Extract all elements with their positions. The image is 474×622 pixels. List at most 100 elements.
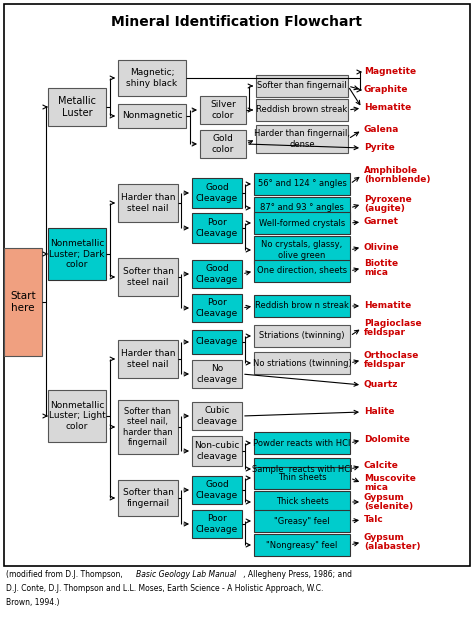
Bar: [192, 402, 242, 430]
Text: Amphibole
(hornblende): Amphibole (hornblende): [364, 165, 430, 184]
Text: Sample  reacts with HCl: Sample reacts with HCl: [252, 465, 352, 473]
Bar: [254, 197, 350, 219]
Text: Thin sheets: Thin sheets: [278, 473, 326, 483]
Text: Nonmetallic
Luster; Light
color: Nonmetallic Luster; Light color: [49, 401, 105, 431]
Text: Pyrite: Pyrite: [364, 144, 395, 152]
Bar: [192, 294, 242, 322]
Bar: [254, 260, 350, 282]
Text: Talc: Talc: [364, 516, 384, 524]
Text: Reddish brow n streak: Reddish brow n streak: [255, 302, 349, 310]
Text: Harder than
steel nail: Harder than steel nail: [121, 193, 175, 213]
Text: Well-formed crystals: Well-formed crystals: [259, 218, 345, 228]
Text: Non-cubic
cleavage: Non-cubic cleavage: [194, 441, 240, 461]
Bar: [192, 260, 242, 288]
Bar: [118, 258, 178, 296]
Text: Magnetic;
shiny black: Magnetic; shiny black: [127, 68, 178, 88]
Bar: [118, 184, 178, 222]
Text: Pyroxene
(augite): Pyroxene (augite): [364, 195, 412, 213]
Text: Nonmetallic
Luster; Dark
color: Nonmetallic Luster; Dark color: [49, 239, 105, 269]
Text: Good
Cleavage: Good Cleavage: [196, 480, 238, 499]
Bar: [192, 476, 242, 504]
Text: Softer than fingernail: Softer than fingernail: [257, 81, 347, 90]
Text: 87° and 93 ° angles: 87° and 93 ° angles: [260, 203, 344, 213]
Text: Good
Cleavage: Good Cleavage: [196, 264, 238, 284]
Text: Silver
color: Silver color: [210, 100, 236, 119]
Text: Poor
Cleavage: Poor Cleavage: [196, 514, 238, 534]
Bar: [192, 510, 242, 538]
Text: Good
Cleavage: Good Cleavage: [196, 183, 238, 203]
Text: Quartz: Quartz: [364, 381, 398, 389]
Bar: [254, 458, 350, 480]
Bar: [192, 213, 242, 243]
Bar: [254, 173, 350, 195]
Text: Biotite
mica: Biotite mica: [364, 259, 398, 277]
Bar: [118, 60, 186, 96]
Text: Graphite: Graphite: [364, 85, 409, 95]
Text: Calcite: Calcite: [364, 462, 399, 470]
Bar: [118, 400, 178, 454]
Text: Plagioclase
feldspar: Plagioclase feldspar: [364, 318, 422, 337]
Bar: [118, 104, 186, 128]
Bar: [254, 491, 350, 513]
Text: Mineral Identification Flowchart: Mineral Identification Flowchart: [111, 15, 363, 29]
Text: Striations (twinning): Striations (twinning): [259, 332, 345, 340]
Bar: [118, 340, 178, 378]
Text: Softer than
fingernail: Softer than fingernail: [123, 488, 173, 508]
Bar: [254, 325, 350, 347]
Bar: [48, 390, 106, 442]
Text: Reddish brown streak: Reddish brown streak: [256, 106, 347, 114]
Text: Muscovite
mica: Muscovite mica: [364, 473, 416, 493]
Bar: [254, 534, 350, 556]
Text: Poor
Cleavage: Poor Cleavage: [196, 299, 238, 318]
Bar: [200, 96, 246, 124]
Text: Halite: Halite: [364, 407, 394, 417]
Text: "Nongreasy" feel: "Nongreasy" feel: [266, 541, 337, 549]
Text: Thick sheets: Thick sheets: [275, 498, 328, 506]
Bar: [254, 212, 350, 234]
Text: "Greasy" feel: "Greasy" feel: [274, 516, 330, 526]
Bar: [254, 467, 350, 489]
Text: Dolomite: Dolomite: [364, 435, 410, 445]
Text: Softer than
steel nail: Softer than steel nail: [123, 267, 173, 287]
Bar: [254, 432, 350, 454]
Bar: [192, 360, 242, 388]
Text: Gold
color: Gold color: [212, 134, 234, 154]
Bar: [192, 436, 242, 466]
Text: Cubic
cleavage: Cubic cleavage: [197, 406, 237, 425]
Bar: [200, 130, 246, 158]
Bar: [254, 236, 350, 264]
Text: 56° and 124 ° angles: 56° and 124 ° angles: [257, 180, 346, 188]
Text: Galena: Galena: [364, 126, 400, 134]
Text: No striations (twinning): No striations (twinning): [253, 358, 351, 368]
Text: Gypsum
(selenite): Gypsum (selenite): [364, 493, 413, 511]
Bar: [4, 248, 42, 356]
Text: D.J. Conte, D.J. Thompson and L.L. Moses, Earth Science - A Holistic Approach, W: D.J. Conte, D.J. Thompson and L.L. Moses…: [6, 584, 323, 593]
Text: No crystals, glassy,
olive green: No crystals, glassy, olive green: [261, 240, 343, 260]
Bar: [254, 295, 350, 317]
Bar: [256, 75, 348, 97]
Text: (modified from D.J. Thompson,: (modified from D.J. Thompson,: [6, 570, 132, 579]
Bar: [256, 125, 348, 153]
Text: Powder reacts with HCl: Powder reacts with HCl: [253, 439, 351, 447]
Bar: [48, 88, 106, 126]
Text: Gypsum
(alabaster): Gypsum (alabaster): [364, 532, 420, 551]
Text: Orthoclase
feldspar: Orthoclase feldspar: [364, 351, 419, 369]
Bar: [254, 352, 350, 374]
Text: No
cleavage: No cleavage: [197, 364, 237, 384]
Bar: [192, 178, 242, 208]
Text: Poor
Cleavage: Poor Cleavage: [196, 218, 238, 238]
Text: Cleavage: Cleavage: [196, 338, 238, 346]
Text: Softer than
steel nail,
harder than
fingernail: Softer than steel nail, harder than fing…: [123, 407, 173, 447]
Text: Hematite: Hematite: [364, 103, 411, 113]
Bar: [254, 510, 350, 532]
Text: Garnet: Garnet: [364, 218, 399, 226]
Bar: [48, 228, 106, 280]
Text: Nonmagnetic: Nonmagnetic: [122, 111, 182, 121]
Text: Olivine: Olivine: [364, 243, 400, 251]
Text: Start
here: Start here: [10, 291, 36, 313]
Text: Magnetite: Magnetite: [364, 68, 416, 77]
Bar: [118, 480, 178, 516]
Text: Metallic
Luster: Metallic Luster: [58, 96, 96, 118]
Text: Harder than
steel nail: Harder than steel nail: [121, 350, 175, 369]
Bar: [192, 330, 242, 354]
